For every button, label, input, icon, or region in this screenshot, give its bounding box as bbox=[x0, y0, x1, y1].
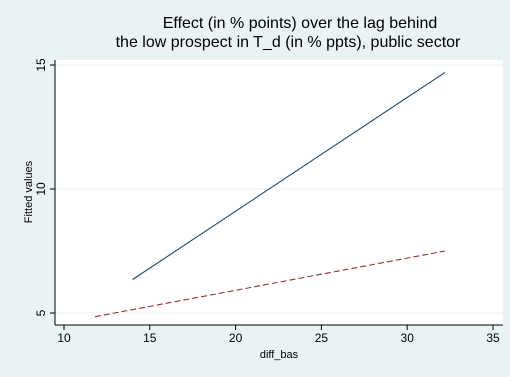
x-tick-label-1: 15 bbox=[143, 331, 157, 345]
x-tick-label-2: 20 bbox=[229, 331, 243, 345]
series-line-2 bbox=[94, 250, 446, 318]
y-axis-label: Fitted values bbox=[23, 160, 35, 223]
x-tick-label-5: 35 bbox=[486, 331, 500, 345]
grid-lines bbox=[55, 64, 503, 314]
plot-area bbox=[55, 60, 503, 325]
x-axis-ticks: 10 15 20 25 30 35 bbox=[57, 325, 500, 345]
x-tick-label-0: 10 bbox=[57, 331, 71, 345]
y-tick-label-0: 5 bbox=[34, 309, 48, 316]
x-axis-label: diff_bas bbox=[260, 349, 299, 361]
x-tick-label-3: 25 bbox=[315, 331, 329, 345]
series-layer bbox=[94, 71, 446, 318]
y-tick-label-2: 15 bbox=[34, 58, 48, 72]
chart-title: Effect (in % points) over the lag behind bbox=[163, 15, 438, 32]
chart-subtitle: the low prospect in T_d (in % ppts), pub… bbox=[116, 34, 461, 51]
x-tick-label-4: 30 bbox=[401, 331, 415, 345]
y-tick-label-1: 10 bbox=[34, 182, 48, 196]
y-axis-ticks: 5 10 15 bbox=[34, 58, 55, 316]
series-line-1 bbox=[132, 71, 446, 280]
